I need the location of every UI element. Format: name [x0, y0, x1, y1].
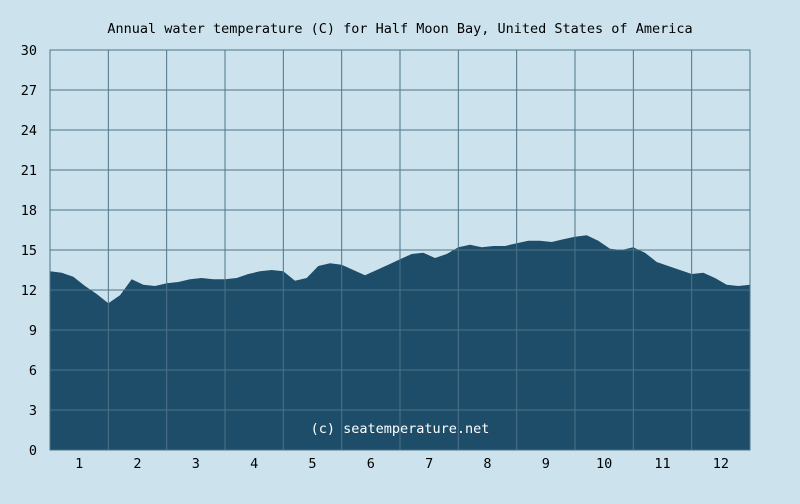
y-tick-label: 0 [29, 443, 37, 459]
y-tick-label: 9 [29, 323, 37, 339]
y-tick-label: 24 [21, 123, 37, 139]
y-tick-label: 12 [21, 283, 37, 299]
chart-title: Annual water temperature (C) for Half Mo… [107, 21, 692, 37]
y-tick-label: 6 [29, 363, 37, 379]
y-tick-label: 27 [21, 83, 37, 99]
x-tick-label: 10 [596, 456, 612, 472]
x-tick-label: 5 [308, 456, 316, 472]
x-tick-label: 12 [713, 456, 729, 472]
y-tick-label: 3 [29, 403, 37, 419]
x-tick-label: 7 [425, 456, 433, 472]
x-tick-label: 4 [250, 456, 258, 472]
x-tick-label: 9 [542, 456, 550, 472]
y-tick-label: 15 [21, 243, 37, 259]
y-tick-label: 30 [21, 43, 37, 59]
x-tick-label: 11 [654, 456, 670, 472]
x-tick-label: 2 [133, 456, 141, 472]
plot-border [49, 49, 751, 451]
x-tick-label: 6 [367, 456, 375, 472]
y-tick-label: 21 [21, 163, 37, 179]
x-tick-label: 1 [75, 456, 83, 472]
x-tick-label: 8 [483, 456, 491, 472]
y-tick-label: 18 [21, 203, 37, 219]
watermark-text: (c) seatemperature.net [311, 421, 490, 437]
x-tick-label: 3 [192, 456, 200, 472]
